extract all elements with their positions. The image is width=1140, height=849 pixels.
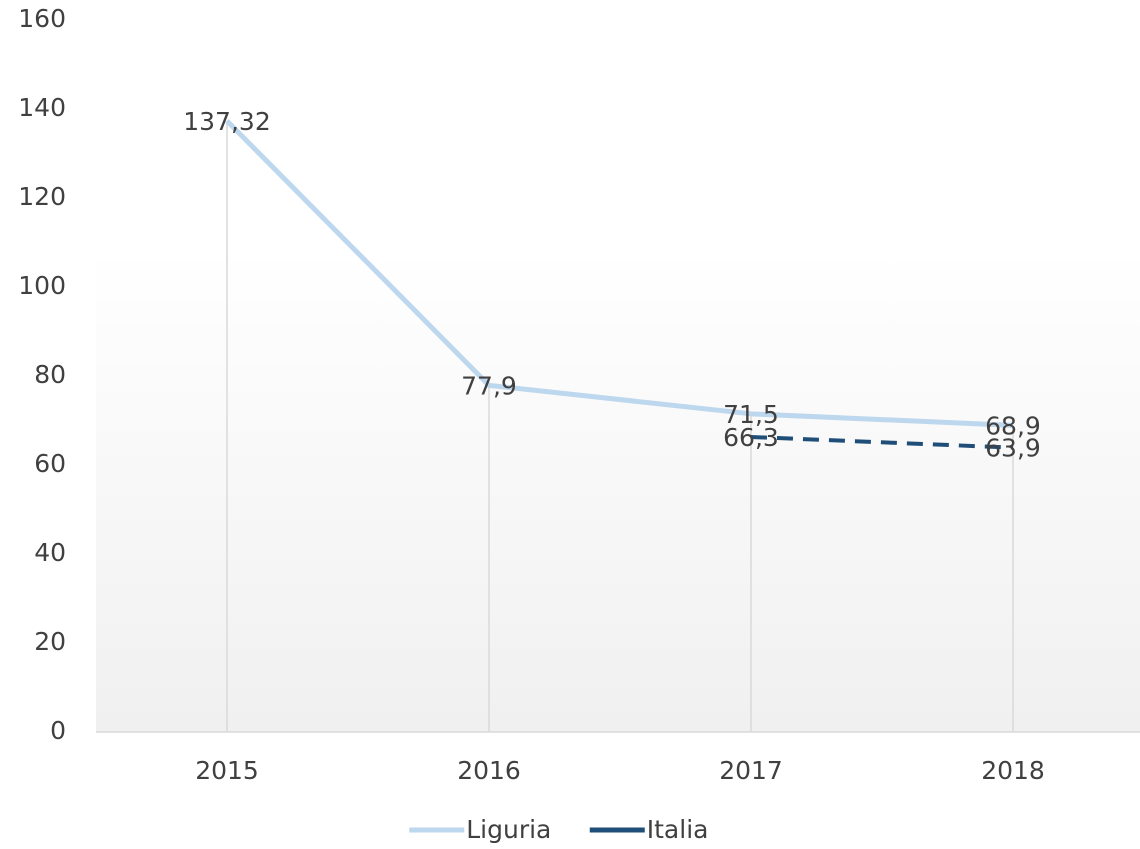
- y-tick-label: 100: [18, 271, 66, 300]
- y-tick-label: 140: [18, 93, 66, 122]
- series-line: [750, 434, 1014, 450]
- legend-label: Italia: [647, 815, 709, 844]
- x-tick-label: 2017: [719, 756, 783, 785]
- data-label: 137,32: [183, 107, 270, 136]
- data-label: 71,5: [723, 400, 779, 429]
- x-tick-label: 2018: [981, 756, 1045, 785]
- data-label: 66,3: [723, 423, 779, 452]
- plot-background: [96, 250, 1140, 732]
- data-label: 77,9: [461, 371, 517, 400]
- y-tick-label: 60: [34, 449, 66, 478]
- y-tick-label: 120: [18, 182, 66, 211]
- y-tick-label: 20: [34, 627, 66, 656]
- y-tick-label: 40: [34, 538, 66, 567]
- legend-label: Liguria: [466, 815, 551, 844]
- data-label: 63,9: [985, 434, 1041, 463]
- x-tick-label: 2015: [195, 756, 259, 785]
- y-tick-label: 0: [50, 716, 66, 745]
- y-tick-label: 80: [34, 360, 66, 389]
- data-label: 68,9: [985, 411, 1041, 440]
- series-line: [225, 119, 1014, 428]
- y-tick-label: 160: [18, 4, 66, 33]
- x-tick-label: 2016: [457, 756, 521, 785]
